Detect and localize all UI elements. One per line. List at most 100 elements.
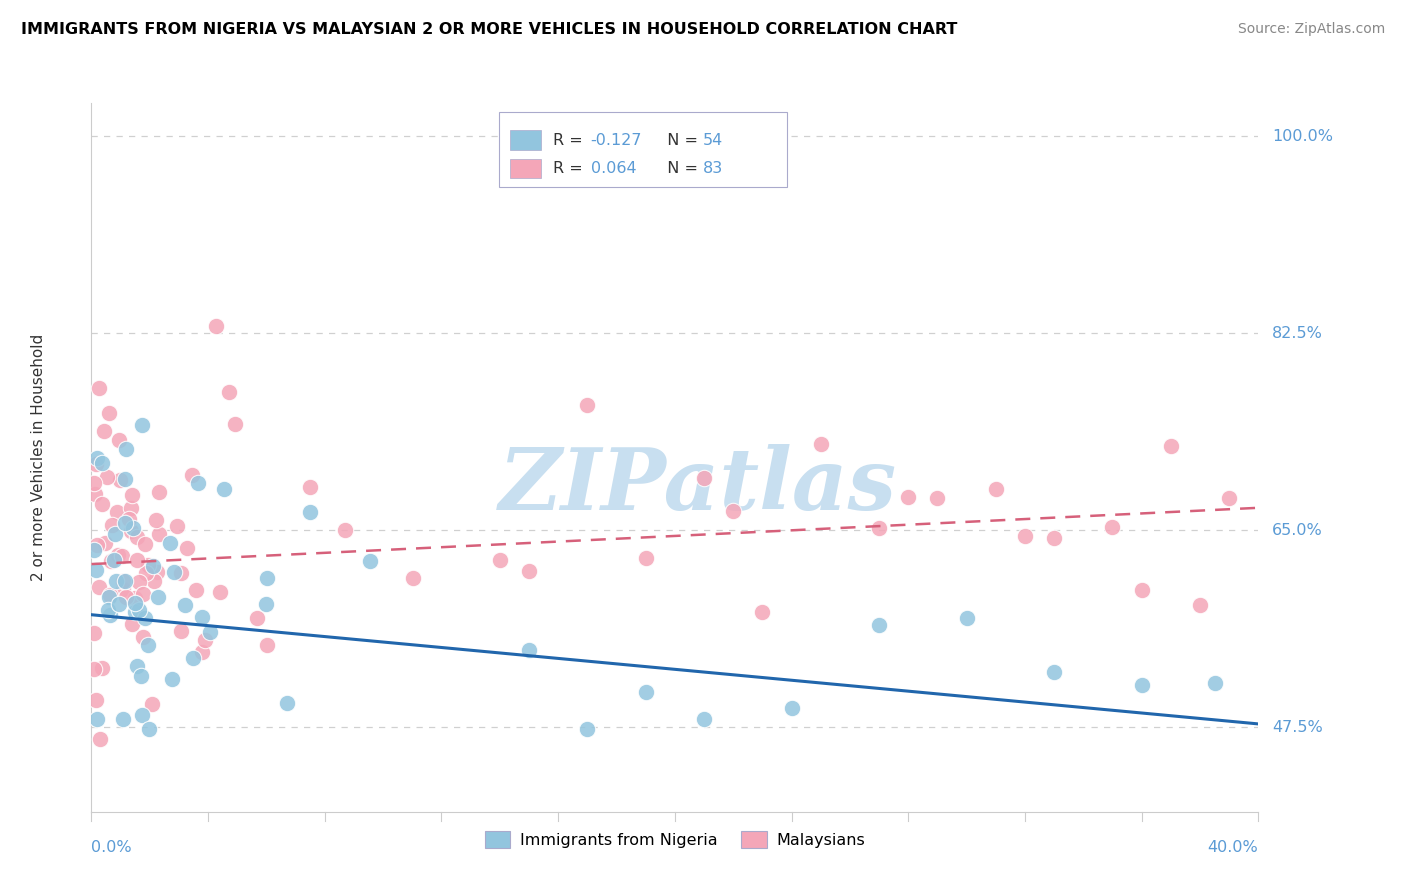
Point: [359, 554, 381, 568]
Point: [191, 610, 214, 624]
Point: [181, 650, 204, 665]
Point: [1043, 531, 1066, 545]
Point: [100, 588, 122, 602]
Point: [89, 732, 111, 747]
Point: [90, 497, 112, 511]
Point: [84, 693, 107, 707]
Point: [693, 471, 716, 485]
Point: [86, 562, 108, 576]
Point: [1189, 598, 1212, 612]
Point: [256, 638, 278, 652]
Point: [868, 617, 890, 632]
Point: [1130, 583, 1153, 598]
Point: [114, 472, 136, 486]
Point: [1160, 439, 1182, 453]
Text: N =: N =: [657, 133, 703, 148]
Point: [170, 624, 193, 639]
Text: 0.064: 0.064: [591, 161, 636, 176]
Point: [100, 607, 122, 622]
Point: [101, 518, 124, 533]
Point: [97, 602, 120, 616]
Point: [868, 521, 890, 535]
Point: [160, 672, 183, 686]
Point: [105, 574, 128, 588]
Point: [135, 566, 157, 580]
Point: [148, 591, 170, 605]
Point: [246, 611, 269, 625]
Point: [489, 553, 512, 567]
Point: [723, 503, 745, 517]
Point: [218, 384, 240, 399]
Text: 40.0%: 40.0%: [1208, 840, 1258, 855]
Point: [125, 553, 148, 567]
Point: [134, 611, 156, 625]
Point: [254, 597, 277, 611]
Point: [181, 467, 204, 482]
Point: [111, 549, 134, 563]
Point: [128, 603, 150, 617]
Point: [124, 591, 146, 605]
Point: [105, 505, 128, 519]
Point: [112, 712, 135, 726]
Point: [96, 470, 118, 484]
Point: [131, 707, 153, 722]
Point: [115, 591, 138, 605]
Point: [576, 398, 599, 412]
Point: [1204, 675, 1226, 690]
Point: [897, 490, 920, 504]
Point: [87, 580, 110, 594]
Point: [142, 574, 165, 588]
Point: [114, 574, 136, 588]
Point: [94, 536, 117, 550]
Point: [86, 712, 108, 726]
Point: [276, 696, 298, 710]
Text: 0.0%: 0.0%: [91, 840, 132, 855]
Point: [145, 513, 167, 527]
Text: 2 or more Vehicles in Household: 2 or more Vehicles in Household: [31, 334, 46, 581]
Point: [634, 685, 657, 699]
Point: [146, 565, 169, 579]
Point: [299, 505, 322, 519]
Text: 65.0%: 65.0%: [1272, 523, 1323, 538]
Legend: Immigrants from Nigeria, Malaysians: Immigrants from Nigeria, Malaysians: [478, 824, 872, 855]
Point: [298, 480, 321, 494]
Point: [205, 318, 228, 333]
Point: [576, 723, 599, 737]
Point: [402, 571, 425, 585]
Point: [112, 574, 135, 589]
Point: [124, 596, 146, 610]
Point: [212, 482, 235, 496]
Point: [83, 543, 105, 558]
Point: [131, 418, 153, 433]
Point: [114, 516, 136, 530]
Point: [159, 536, 181, 550]
Point: [118, 512, 141, 526]
Point: [108, 597, 131, 611]
Point: [108, 473, 131, 487]
Point: [97, 591, 120, 605]
Point: [129, 669, 152, 683]
Text: 82.5%: 82.5%: [1272, 326, 1323, 341]
Point: [517, 565, 540, 579]
Point: [141, 698, 163, 712]
Text: N =: N =: [657, 161, 703, 176]
Point: [120, 500, 142, 515]
Point: [148, 484, 170, 499]
Point: [170, 566, 193, 580]
Point: [780, 701, 803, 715]
Text: Source: ZipAtlas.com: Source: ZipAtlas.com: [1237, 22, 1385, 37]
Text: 47.5%: 47.5%: [1272, 720, 1323, 735]
Point: [103, 553, 125, 567]
Point: [198, 624, 221, 639]
Point: [121, 488, 143, 502]
Point: [191, 644, 214, 658]
Text: 100.0%: 100.0%: [1272, 128, 1333, 144]
Point: [120, 524, 142, 538]
Point: [127, 659, 149, 673]
Point: [100, 554, 122, 568]
Point: [517, 643, 540, 657]
Point: [1043, 665, 1066, 679]
Point: [122, 520, 145, 534]
Point: [634, 550, 657, 565]
Point: [984, 482, 1007, 496]
